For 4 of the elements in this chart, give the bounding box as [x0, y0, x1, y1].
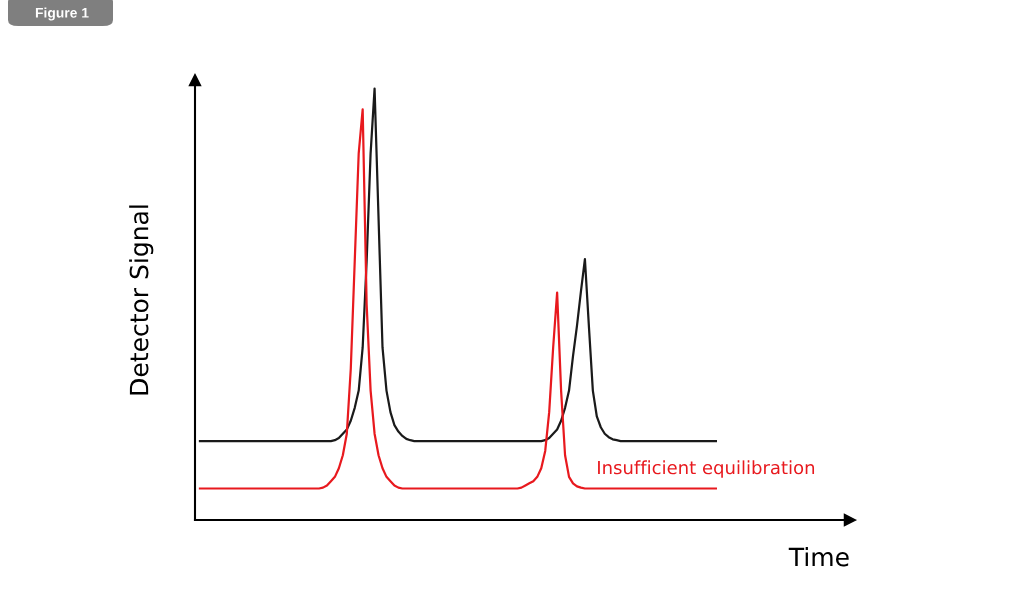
y-axis-title: Detector Signal	[129, 205, 154, 395]
x-axis-title: Time	[788, 547, 849, 567]
series-label: Insufficient equilibration	[598, 460, 815, 478]
text: Figure 1	[35, 7, 89, 21]
